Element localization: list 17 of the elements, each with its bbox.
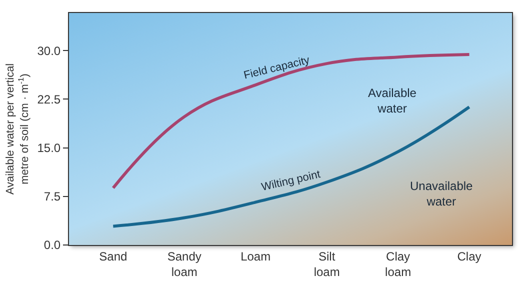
y-tick-label: 0.0 xyxy=(44,238,61,252)
x-tick-label: Sand xyxy=(99,249,128,264)
annotation: Available water xyxy=(368,86,417,116)
x-tick-label: Loam xyxy=(240,249,271,264)
y-tick-label: 22.5 xyxy=(37,92,61,106)
y-tick-label: 7.5 xyxy=(44,190,61,204)
text: Field capacity xyxy=(242,54,312,82)
y-tick-label: 15.0 xyxy=(37,140,61,155)
line-series xyxy=(112,52,471,190)
x-tick-label: Silt loam xyxy=(314,249,340,279)
x-tick-label: Sandy loam xyxy=(167,249,202,279)
y-tick-label: 30.0 xyxy=(37,44,61,58)
x-tick-label: Clay xyxy=(457,249,482,264)
text: Wilting point xyxy=(260,168,322,194)
line-series xyxy=(112,105,471,228)
x-tick-label: Clay loam xyxy=(385,249,412,279)
annotation: Unavailable water xyxy=(410,179,474,209)
